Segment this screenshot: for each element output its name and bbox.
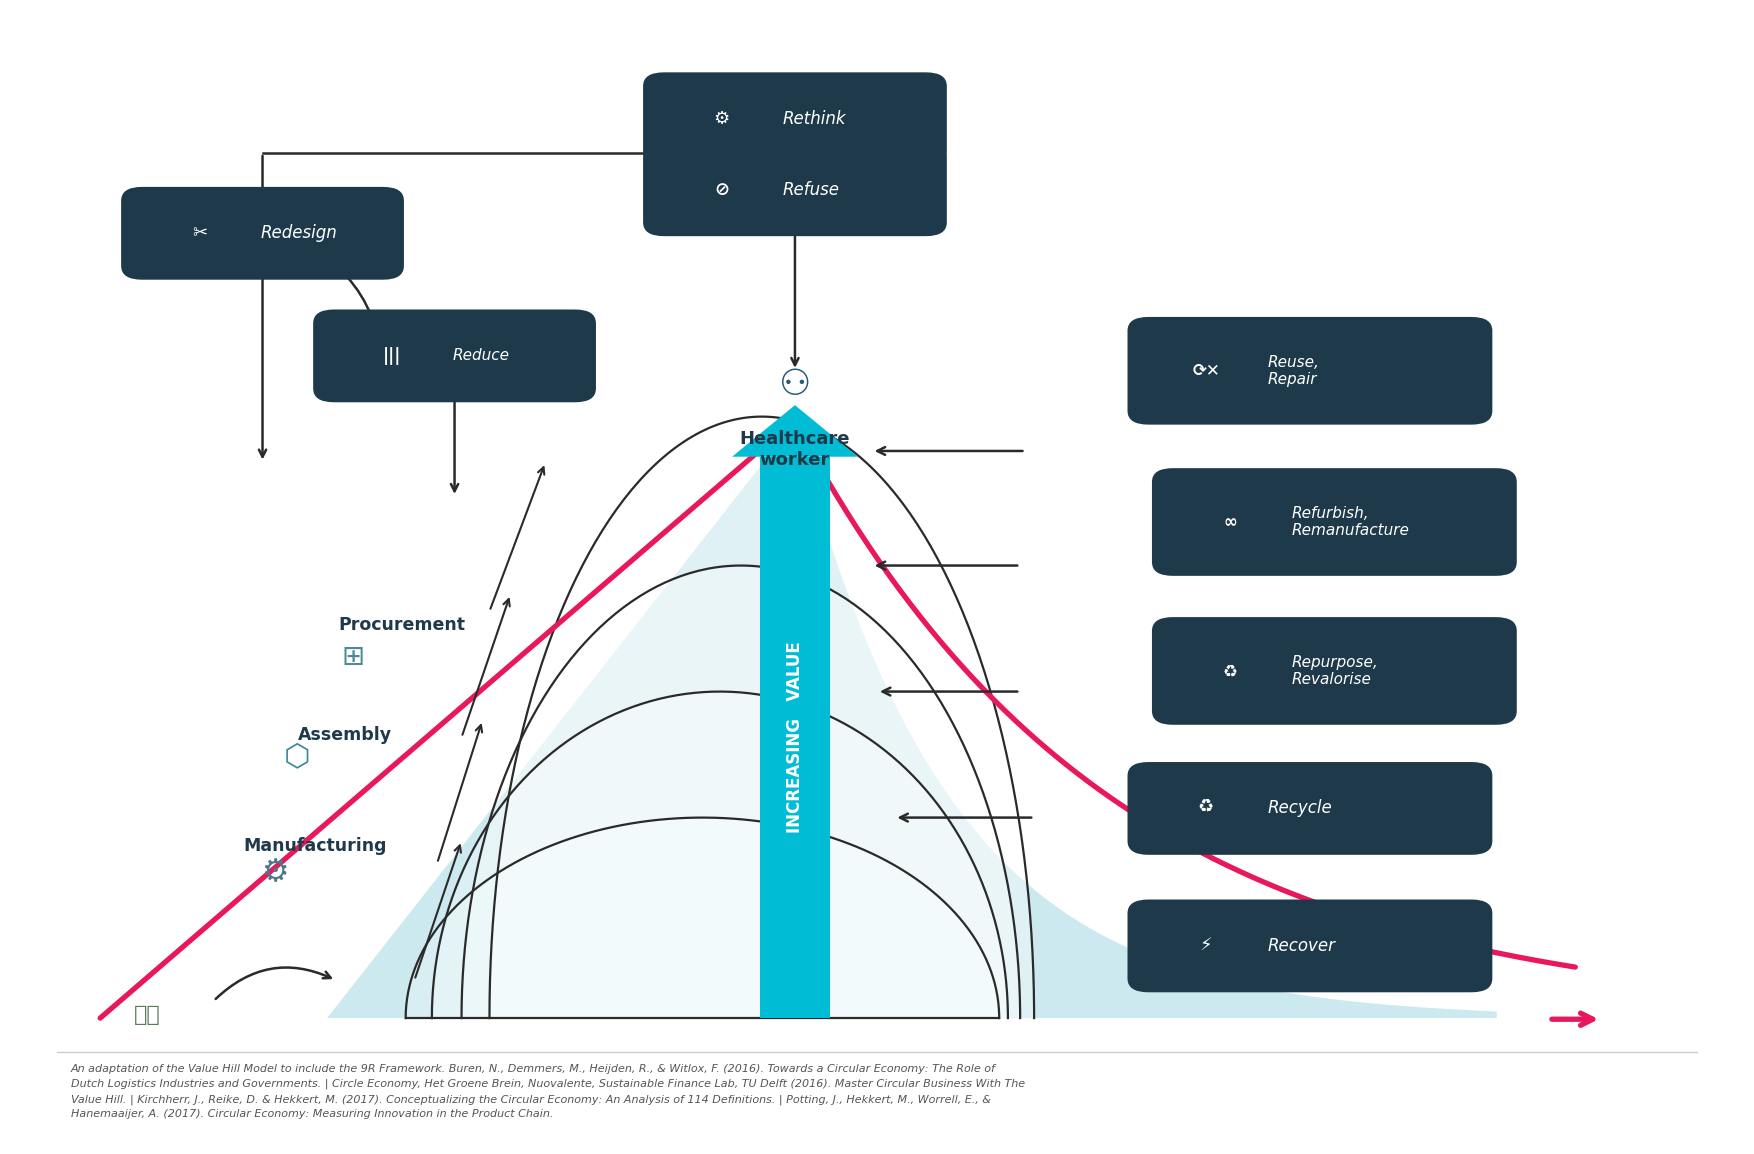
Text: ⟳✕: ⟳✕ bbox=[1193, 362, 1221, 380]
Text: An adaptation of the Value Hill Model to include the 9R Framework. Buren, N., De: An adaptation of the Value Hill Model to… bbox=[70, 1064, 1024, 1119]
FancyBboxPatch shape bbox=[121, 187, 403, 279]
Text: ✂: ✂ bbox=[193, 224, 207, 242]
Polygon shape bbox=[326, 422, 1496, 1018]
Text: ⛽🌲: ⛽🌲 bbox=[133, 1005, 161, 1025]
Text: ⚙: ⚙ bbox=[714, 110, 730, 128]
Polygon shape bbox=[461, 565, 1021, 1018]
Text: Refuse: Refuse bbox=[782, 181, 840, 198]
FancyBboxPatch shape bbox=[314, 309, 596, 403]
Text: ♻: ♻ bbox=[1223, 662, 1238, 680]
Text: Rethink: Rethink bbox=[782, 110, 845, 128]
Polygon shape bbox=[731, 405, 858, 457]
Text: Manufacturing: Manufacturing bbox=[244, 838, 386, 855]
Text: Reuse,
Repair: Reuse, Repair bbox=[1266, 354, 1319, 387]
Text: ⬡: ⬡ bbox=[284, 743, 310, 772]
FancyBboxPatch shape bbox=[1152, 617, 1517, 725]
Text: Repurpose,
Revalorise: Repurpose, Revalorise bbox=[1291, 654, 1379, 687]
Text: Refurbish,
Remanufacture: Refurbish, Remanufacture bbox=[1291, 505, 1410, 538]
FancyBboxPatch shape bbox=[1128, 899, 1493, 992]
Text: ⚡: ⚡ bbox=[1200, 937, 1212, 954]
Text: ♻: ♻ bbox=[1198, 800, 1214, 817]
Text: ⚙: ⚙ bbox=[261, 859, 288, 887]
FancyBboxPatch shape bbox=[644, 143, 947, 237]
Text: Assembly: Assembly bbox=[298, 726, 391, 744]
FancyBboxPatch shape bbox=[1152, 469, 1517, 576]
Bar bbox=[759, 457, 830, 1018]
FancyBboxPatch shape bbox=[644, 73, 947, 165]
Text: Reduce: Reduce bbox=[453, 349, 510, 364]
Text: |||: ||| bbox=[382, 347, 402, 365]
Text: ⚇: ⚇ bbox=[779, 367, 810, 402]
Polygon shape bbox=[489, 417, 1035, 1018]
FancyBboxPatch shape bbox=[1128, 762, 1493, 855]
Text: Procurement: Procurement bbox=[339, 616, 465, 634]
Text: Recover: Recover bbox=[1266, 937, 1335, 954]
Polygon shape bbox=[405, 817, 1000, 1018]
Text: Recycle: Recycle bbox=[1266, 800, 1331, 817]
Polygon shape bbox=[431, 691, 1009, 1018]
Text: ∞: ∞ bbox=[1224, 514, 1237, 531]
Text: Healthcare
worker: Healthcare worker bbox=[740, 430, 851, 470]
Text: Redesign: Redesign bbox=[261, 224, 337, 242]
Text: INCREASING   VALUE: INCREASING VALUE bbox=[786, 642, 803, 833]
FancyBboxPatch shape bbox=[1128, 317, 1493, 425]
Text: ⊞: ⊞ bbox=[342, 643, 365, 672]
Text: ⊘: ⊘ bbox=[714, 181, 730, 198]
